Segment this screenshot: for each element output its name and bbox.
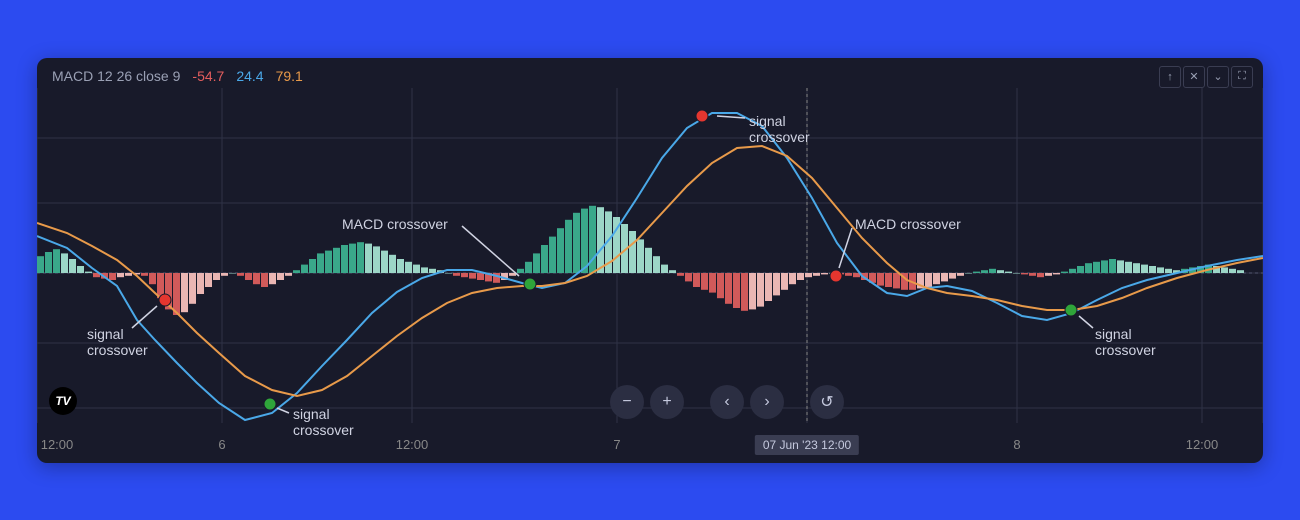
prev-button[interactable]: ‹ <box>710 385 744 419</box>
fullscreen-button[interactable]: ⛶ <box>1231 66 1253 88</box>
next-button[interactable]: › <box>750 385 784 419</box>
tradingview-logo[interactable]: TV <box>49 387 77 415</box>
x-axis-tick: 6 <box>218 437 225 452</box>
zoom-in-button[interactable]: + <box>650 385 684 419</box>
x-axis-hover-label: 07 Jun '23 12:00 <box>755 435 859 455</box>
x-axis-tick: 12:00 <box>396 437 429 452</box>
x-axis: 12:00 6 12:00 7 8 12:00 07 Jun '23 12:00 <box>37 427 1263 463</box>
macd-value: 24.4 <box>236 68 263 84</box>
zoom-nav-controls: − + ‹ › ↺ <box>610 385 844 419</box>
x-axis-tick: 8 <box>1013 437 1020 452</box>
indicator-header: MACD 12 26 close 9 -54.7 24.4 79.1 <box>52 68 303 84</box>
reset-button[interactable]: ↺ <box>810 385 844 419</box>
x-axis-tick: 12:00 <box>41 437 74 452</box>
signal-value: 79.1 <box>276 68 303 84</box>
x-axis-tick: 12:00 <box>1186 437 1219 452</box>
chart-svg <box>37 88 1263 423</box>
histogram-value: -54.7 <box>192 68 224 84</box>
chart-plot-area[interactable]: signalcrossoversignalcrossoverMACD cross… <box>37 88 1263 423</box>
collapse-panel-button[interactable]: ⌄ <box>1207 66 1229 88</box>
panel-top-controls: ↑ ✕ ⌄ ⛶ <box>1159 66 1253 88</box>
move-up-button[interactable]: ↑ <box>1159 66 1181 88</box>
macd-chart-panel: MACD 12 26 close 9 -54.7 24.4 79.1 ↑ ✕ ⌄… <box>37 58 1263 463</box>
close-panel-button[interactable]: ✕ <box>1183 66 1205 88</box>
zoom-out-button[interactable]: − <box>610 385 644 419</box>
indicator-label: MACD 12 26 close 9 <box>52 68 180 84</box>
x-axis-tick: 7 <box>613 437 620 452</box>
